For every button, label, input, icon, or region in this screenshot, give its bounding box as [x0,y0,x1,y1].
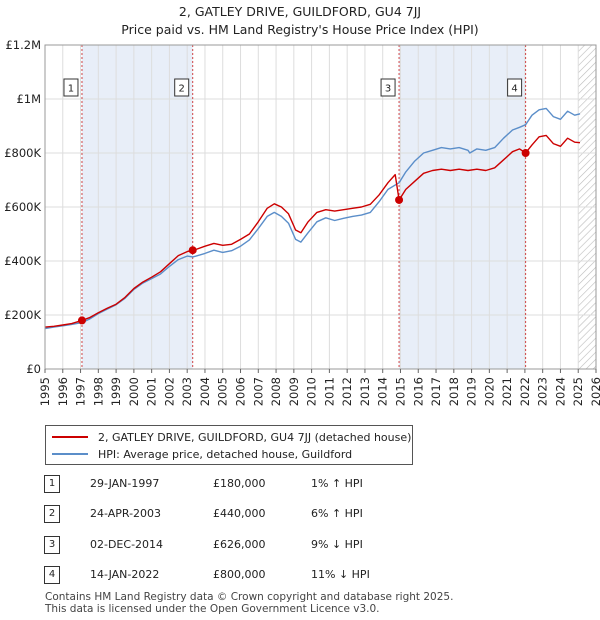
x-tick-label: 2024 [553,377,567,406]
x-tick-label: 2008 [269,377,283,406]
legend-label-property: 2, GATLEY DRIVE, GUILDFORD, GU4 7JJ (det… [98,430,412,444]
x-tick-label: 2015 [393,377,407,406]
y-tick-label: £200K [4,308,41,322]
y-tick-label: £800K [4,146,41,160]
x-tick-label: 2019 [465,377,479,406]
x-tick-label: 2017 [429,377,443,406]
x-tick-label: 2016 [411,377,425,406]
legend-swatch-hpi [52,453,88,455]
transaction-hpi-diff: 11% ↓ HPI [311,568,370,581]
x-tick-label: 2005 [216,377,230,406]
x-tick-label: 2014 [376,377,390,406]
footer-copyright: Contains HM Land Registry data © Crown c… [45,591,454,603]
hpi-line [44,107,581,330]
x-tick-label: 2022 [518,377,532,406]
y-tick-label: £400K [4,254,41,268]
sale-label: 2 [179,84,185,95]
sale-label-box [507,78,523,97]
property-price-line [44,134,581,328]
sale-point [521,149,530,157]
x-tick-label: 2002 [162,377,176,406]
x-tick-label: 1997 [74,377,88,406]
transaction-marker-box: 2 [44,505,60,523]
footer-license: This data is licensed under the Open Gov… [45,603,380,615]
transaction-date: 29-JAN-1997 [90,477,160,490]
price-chart: 1 2 3 4 £0 £200K £400K £600K £800K £1M £1.2M 1995 1… [4,38,600,406]
transaction-date: 14-JAN-2022 [90,568,160,581]
legend-label-hpi: HPI: Average price, detached house, Guil… [98,447,353,461]
x-tick-label: 2009 [287,377,301,406]
x-tick-label: 2003 [180,377,194,406]
transaction-marker-box: 4 [44,566,60,584]
transaction-row: 3 02-DEC-2014 £626,000 9% ↓ HPI [0,536,600,554]
transaction-price: £800,000 [213,568,266,581]
x-tick-label: 2026 [589,377,600,406]
sale-point [77,316,86,325]
x-tick-label: 2004 [198,377,212,406]
sale-label: 1 [68,84,74,95]
y-tick-label: £0 [26,362,41,376]
x-tick-label: 2007 [251,377,265,406]
transaction-marker-box: 1 [44,475,60,493]
sale-label: 3 [385,84,391,95]
legend-item-hpi: HPI: Average price, detached house, Guil… [52,446,352,462]
plot-frame [44,44,597,370]
x-tick-label: 2023 [536,377,550,406]
sale-label-box [63,78,79,97]
transaction-date: 24-APR-2003 [90,507,162,520]
x-tick-label: 2012 [340,377,354,406]
x-tick-label: 2025 [571,377,585,406]
sale-point [188,246,197,255]
sale-label-box [380,78,396,97]
x-tick-label: 2020 [482,377,496,406]
transaction-hpi-diff: 6% ↑ HPI [311,507,363,520]
x-tick-label: 1998 [91,377,105,406]
transaction-hpi-diff: 9% ↓ HPI [311,538,363,551]
sale-label: 4 [511,84,517,95]
transaction-price: £440,000 [213,507,266,520]
x-tick-label: 2018 [447,377,461,406]
x-tick-label: 2006 [234,377,248,406]
chart-legend: 2, GATLEY DRIVE, GUILDFORD, GU4 7JJ (det… [45,425,413,465]
legend-swatch-property [52,436,88,438]
x-tick-label: 1996 [56,377,70,406]
x-tick-label: 1999 [109,377,123,406]
chart-subtitle: Price paid vs. HM Land Registry's House … [121,22,479,37]
transaction-marker-box: 3 [44,536,60,554]
transaction-row: 2 24-APR-2003 £440,000 6% ↑ HPI [0,505,600,523]
legend-item-property: 2, GATLEY DRIVE, GUILDFORD, GU4 7JJ (det… [52,429,411,445]
y-tick-label: £1M [16,92,41,106]
transaction-row: 1 29-JAN-1997 £180,000 1% ↑ HPI [0,475,600,493]
x-tick-label: 2013 [358,377,372,406]
y-tick-label: £1.2M [5,38,41,52]
transaction-price: £180,000 [213,477,266,490]
x-tick-label: 2001 [145,377,159,406]
y-tick-label: £600K [4,200,41,214]
x-tick-label: 1995 [38,377,52,406]
transaction-date: 02-DEC-2014 [90,538,164,551]
x-tick-label: 2011 [322,377,336,406]
x-tick-label: 2010 [305,377,319,406]
transaction-hpi-diff: 1% ↑ HPI [311,477,363,490]
transaction-row: 4 14-JAN-2022 £800,000 11% ↓ HPI [0,566,600,584]
sale-point [395,195,404,204]
x-tick-label: 2000 [127,377,141,406]
transaction-price: £626,000 [213,538,266,551]
sale-label-box [174,78,190,97]
x-tick-label: 2021 [500,377,514,406]
chart-title: 2, GATLEY DRIVE, GUILDFORD, GU4 7JJ [178,4,422,19]
